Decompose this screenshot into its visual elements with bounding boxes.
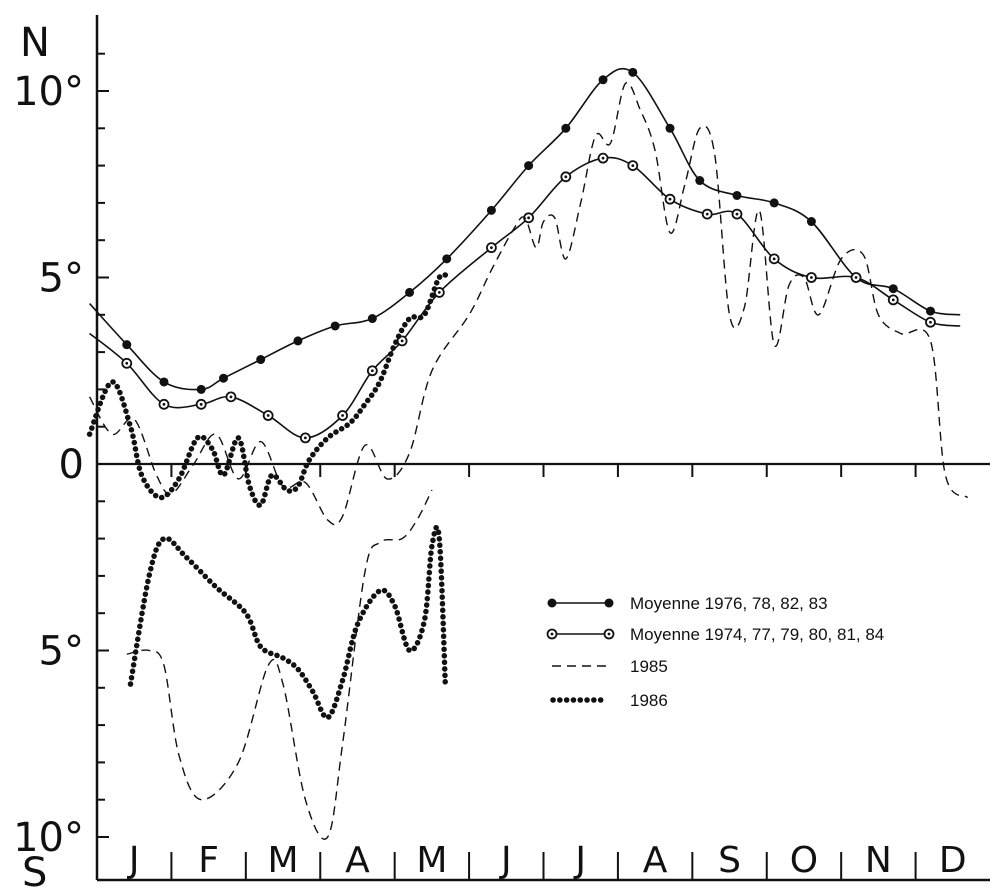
legend-label: 1985 — [630, 657, 668, 676]
series-line — [89, 156, 961, 439]
data-point — [442, 254, 452, 264]
legend-marker — [547, 598, 557, 608]
y-tick-group: 10° 5° 0 5° 10° — [13, 52, 109, 861]
data-point-center — [199, 402, 203, 406]
data-point — [598, 75, 608, 85]
data-point-center — [705, 212, 709, 216]
y-tick-label: 0 — [59, 442, 84, 488]
month-label: J — [499, 840, 512, 881]
data-point — [925, 306, 935, 316]
data-point-center — [929, 320, 932, 324]
series-line — [86, 272, 454, 508]
data-point — [405, 287, 415, 297]
y-bottom-label: S — [22, 850, 47, 894]
y-axis: 10° 5° 0 5° 10° N S — [13, 15, 109, 894]
month-label: J — [573, 840, 586, 881]
month-label: O — [790, 840, 818, 881]
data-point — [806, 217, 816, 227]
y-tick-label: 10° — [13, 69, 84, 115]
data-point-center — [735, 212, 739, 216]
data-point — [769, 198, 779, 208]
data-point-center — [490, 246, 493, 250]
y-top-label: N — [20, 20, 50, 66]
data-point-center — [631, 164, 635, 168]
data-point — [628, 67, 638, 77]
series-3 — [88, 81, 969, 840]
legend-label: 1986 — [630, 691, 668, 710]
data-point-center — [854, 276, 858, 279]
series-group — [86, 67, 969, 840]
month-label: M — [416, 840, 447, 881]
series-line — [88, 81, 969, 526]
series-2 — [89, 152, 961, 444]
legend-label: Moyenne 1974, 77, 79, 80, 81, 84 — [630, 625, 884, 644]
data-point-center — [601, 156, 605, 160]
y-tick-label: 5° — [39, 256, 84, 302]
data-point — [695, 176, 705, 186]
legend-marker — [604, 598, 614, 608]
data-point-center — [564, 175, 568, 179]
legend-label: Moyenne 1976, 78, 82, 83 — [630, 594, 828, 613]
series-line — [126, 489, 433, 840]
data-point-center — [266, 414, 270, 417]
legend-marker-center — [550, 632, 554, 636]
data-point — [122, 340, 132, 350]
series-line — [89, 67, 961, 391]
month-label: S — [718, 840, 741, 881]
data-point — [330, 321, 340, 331]
month-label: N — [865, 840, 892, 881]
y-tick-label: 10° — [13, 815, 84, 861]
data-point — [665, 123, 675, 133]
data-point-center — [162, 402, 166, 406]
data-point-center — [125, 361, 129, 365]
legend: Moyenne 1976, 78, 82, 83 Moyenne 1974, 77… — [546, 594, 884, 710]
data-point-center — [341, 414, 344, 417]
month-label: D — [939, 840, 967, 881]
data-point — [486, 205, 496, 215]
data-point-center — [772, 257, 776, 261]
series-4 — [86, 272, 454, 721]
legend-marker-center — [607, 632, 611, 636]
y-tick-label: 5° — [39, 629, 84, 675]
data-point-center — [229, 395, 233, 399]
data-point-center — [437, 291, 441, 294]
data-point — [256, 355, 266, 365]
data-point — [561, 123, 571, 133]
data-point — [293, 336, 303, 346]
data-point — [524, 161, 534, 171]
data-point-center — [370, 369, 374, 373]
month-label: J — [127, 840, 140, 881]
series-line — [127, 524, 449, 721]
legend-item: 1985 — [552, 657, 668, 676]
month-label: A — [643, 840, 668, 881]
month-label: F — [198, 840, 219, 881]
series-1 — [89, 67, 961, 394]
data-point — [888, 284, 898, 294]
legend-item: Moyenne 1974, 77, 79, 80, 81, 84 — [546, 625, 884, 644]
data-point-center — [668, 197, 672, 201]
legend-item: Moyenne 1976, 78, 82, 83 — [547, 594, 828, 613]
data-point — [159, 377, 169, 387]
month-label: A — [345, 840, 370, 881]
data-point-center — [891, 298, 895, 302]
data-point — [367, 314, 377, 324]
month-label: M — [268, 840, 299, 881]
data-point — [219, 373, 229, 383]
legend-item: 1986 — [550, 691, 668, 710]
data-point-center — [400, 339, 404, 343]
data-point-center — [810, 276, 813, 279]
data-point — [732, 190, 742, 200]
data-point-center — [527, 216, 531, 220]
data-point — [196, 384, 206, 394]
data-point-center — [303, 436, 307, 440]
